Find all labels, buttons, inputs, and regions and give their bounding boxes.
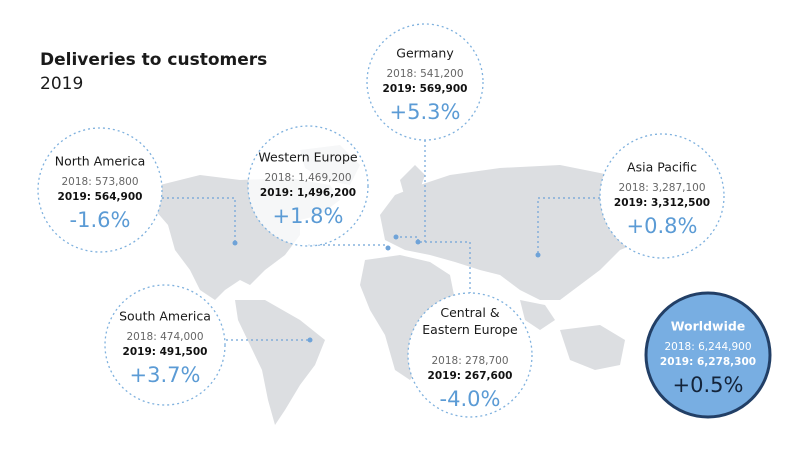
change: +0.5%	[673, 373, 744, 397]
change: +3.7%	[130, 363, 201, 387]
region-name: Western Europe	[258, 150, 358, 165]
region-circle	[407, 292, 533, 418]
region-name: Asia Pacific	[627, 160, 697, 175]
title: Deliveries to customers	[40, 50, 267, 70]
region-name: North America	[55, 154, 146, 169]
region-name: Worldwide	[671, 319, 746, 334]
value-2018: 2018: 3,287,100	[618, 182, 705, 194]
value-2019: 2019: 267,600	[428, 370, 513, 382]
value-2019: 2019: 3,312,500	[614, 197, 710, 209]
value-2018: 2018: 278,700	[431, 355, 508, 367]
change: +1.8%	[273, 204, 344, 228]
region-name: Central & Eastern Europe	[422, 305, 518, 337]
change: +0.8%	[627, 214, 698, 238]
value-2018: 2018: 1,469,200	[264, 172, 351, 184]
value-2019: 2019: 1,496,200	[260, 187, 356, 199]
value-2018: 2018: 573,800	[61, 176, 138, 188]
value-2019: 2019: 564,900	[58, 191, 143, 203]
region-circle	[644, 291, 772, 419]
change: +5.3%	[390, 100, 461, 124]
value-2019: 2019: 6,278,300	[660, 356, 756, 368]
subtitle: 2019	[40, 74, 83, 94]
region-circle	[599, 133, 725, 259]
world-map	[155, 145, 660, 425]
region-name: South America	[119, 309, 211, 324]
change: -1.6%	[70, 208, 131, 232]
region-circle	[37, 127, 163, 253]
region-circle	[366, 23, 484, 141]
region-bubbles: Germany 2018: 541,200 2019: 569,900 +5.3% We…	[37, 23, 772, 419]
value-2019: 2019: 491,500	[123, 346, 208, 358]
value-2018: 2018: 474,000	[126, 331, 203, 343]
region-name: Germany	[396, 46, 454, 61]
value-2018: 2018: 541,200	[386, 68, 463, 80]
connectors	[162, 140, 600, 343]
value-2018: 2018: 6,244,900	[664, 341, 751, 353]
change: -4.0%	[440, 387, 501, 411]
value-2019: 2019: 569,900	[383, 83, 468, 95]
region-circle	[247, 125, 369, 247]
region-circle	[104, 284, 226, 406]
